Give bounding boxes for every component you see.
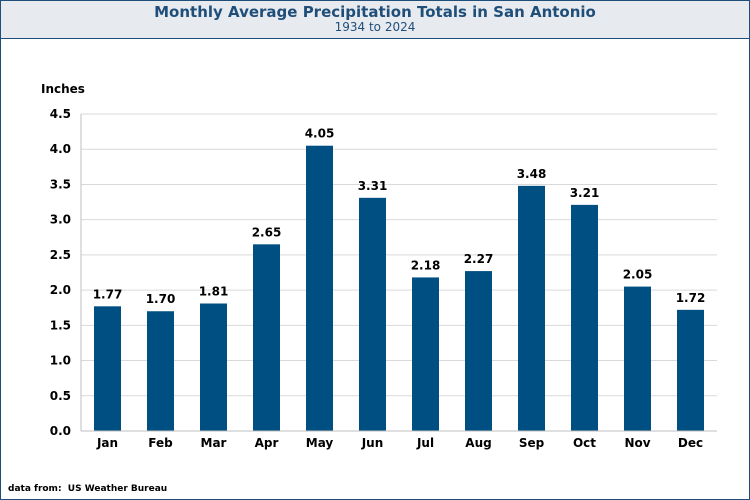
x-tick-label: Oct [573, 436, 596, 450]
chart-subtitle: 1934 to 2024 [334, 20, 416, 34]
bar-dec [677, 309, 704, 431]
data-label: 2.65 [252, 225, 282, 239]
y-tick-label: 4.0 [50, 142, 71, 156]
x-tick-label: Dec [678, 436, 703, 450]
x-tick-label: Aug [465, 436, 491, 450]
data-label: 4.05 [305, 127, 335, 141]
bar-feb [147, 311, 174, 431]
data-label: 2.18 [411, 258, 441, 272]
x-tick-label: Apr [255, 436, 279, 450]
y-tick-label: 3.0 [50, 213, 71, 227]
y-tick-label: 0.0 [50, 424, 71, 438]
data-label: 1.81 [199, 284, 229, 298]
data-label: 3.21 [570, 186, 600, 200]
data-label: 1.72 [676, 291, 706, 305]
y-tick-label: 0.5 [50, 389, 71, 403]
data-source-note: data from: US Weather Bureau [8, 484, 168, 494]
bar-jan [94, 306, 121, 431]
bar-aug [465, 271, 492, 431]
data-label: 1.77 [93, 287, 123, 301]
bar-nov [624, 286, 651, 431]
x-tick-label: Jan [96, 436, 118, 450]
y-tick-label: 2.0 [50, 283, 71, 297]
y-tick-label: 3.5 [50, 177, 71, 191]
x-tick-label: Sep [519, 436, 545, 450]
x-tick-label: Jul [416, 436, 434, 450]
y-tick-label: 1.5 [50, 318, 71, 332]
x-tick-label: Nov [624, 436, 650, 450]
bar-jun [359, 197, 386, 431]
bar-sep [518, 185, 545, 431]
data-label: 1.70 [146, 292, 176, 306]
bar-jul [412, 277, 439, 431]
bar-oct [571, 204, 598, 431]
title-bar: Monthly Average Precipitation Totals in … [1, 1, 749, 39]
y-tick-label: 1.0 [50, 354, 71, 368]
y-axis-label: Inches [41, 82, 85, 96]
x-tick-label: Feb [148, 436, 173, 450]
data-label: 3.31 [358, 179, 388, 193]
data-label: 2.05 [623, 268, 653, 282]
chart-title: Monthly Average Precipitation Totals in … [154, 3, 596, 21]
y-tick-label: 4.5 [50, 107, 71, 121]
data-label: 2.27 [464, 252, 494, 266]
y-tick-label: 2.5 [50, 248, 71, 262]
x-tick-label: Jun [361, 436, 384, 450]
data-label: 3.48 [517, 167, 547, 181]
x-tick-label: Mar [201, 436, 227, 450]
bar-mar [200, 303, 227, 431]
x-tick-label: May [306, 436, 334, 450]
bar-may [306, 145, 333, 431]
bar-apr [253, 244, 280, 431]
